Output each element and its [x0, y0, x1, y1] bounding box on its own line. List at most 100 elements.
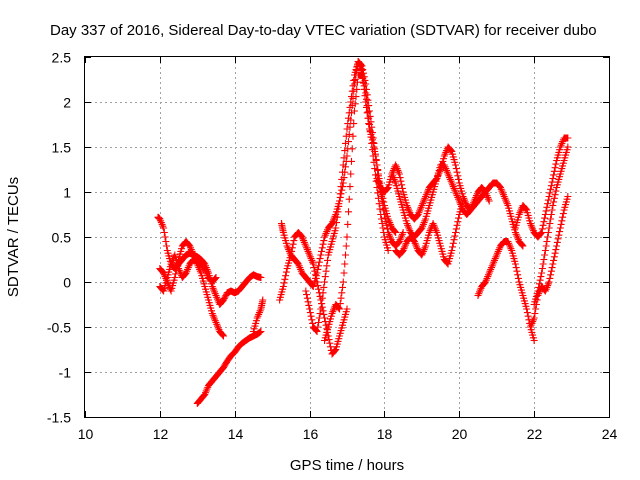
- data-point: [368, 146, 376, 154]
- axis-ticks: [85, 57, 610, 418]
- data-point: [392, 229, 400, 236]
- data-point: [564, 143, 572, 151]
- data-point: [376, 205, 384, 213]
- data-point: [360, 82, 368, 90]
- data-point: [396, 174, 404, 182]
- data-point: [453, 168, 461, 176]
- data-point: [367, 133, 375, 141]
- data-point: [550, 256, 558, 264]
- data-point: [326, 339, 334, 347]
- data-point: [331, 346, 339, 354]
- data-point: [359, 75, 367, 83]
- data-point: [550, 253, 558, 261]
- data-point: [454, 218, 462, 226]
- data-point: [365, 114, 373, 122]
- data-point: [539, 260, 547, 268]
- data-point: [555, 231, 563, 239]
- data-point: [541, 247, 549, 254]
- data-point: [339, 278, 347, 286]
- data-point: [547, 185, 555, 193]
- data-point: [370, 158, 378, 166]
- data-point: [212, 274, 220, 281]
- data-point: [160, 229, 168, 236]
- data-point: [378, 220, 386, 227]
- data-point: [518, 241, 526, 249]
- data-point: [383, 221, 391, 229]
- data-point: [343, 125, 351, 133]
- data-point: [530, 337, 538, 344]
- data-point: [308, 316, 316, 324]
- data-point: [323, 262, 331, 270]
- data-point: [348, 87, 356, 95]
- data-point: [318, 300, 326, 308]
- data-point: [541, 214, 549, 222]
- data-point: [339, 179, 347, 187]
- data-point: [162, 238, 170, 245]
- x-tick-label: 18: [377, 426, 393, 442]
- data-point: [453, 221, 461, 229]
- data-point: [538, 225, 546, 233]
- data-point: [313, 328, 321, 335]
- data-point: [549, 260, 557, 268]
- data-point: [282, 268, 290, 276]
- data-point: [337, 294, 345, 302]
- data-point: [317, 296, 325, 304]
- data-point: [315, 319, 323, 326]
- data-point: [514, 274, 522, 282]
- x-tick-label: 10: [78, 426, 94, 442]
- data-point: [371, 165, 379, 173]
- data-point: [541, 211, 549, 218]
- series-trace-g: [278, 58, 400, 290]
- data-point: [344, 220, 352, 228]
- data-point: [327, 343, 335, 351]
- data-point: [551, 164, 559, 172]
- data-point: [524, 312, 532, 320]
- data-point: [340, 269, 348, 277]
- data-point: [543, 203, 551, 211]
- data-point: [448, 247, 456, 254]
- y-tick-label: 1.5: [52, 140, 72, 156]
- data-point: [347, 157, 355, 165]
- series-trace-p: [526, 193, 572, 331]
- data-point: [522, 205, 530, 213]
- data-point: [381, 214, 389, 222]
- data-point: [362, 95, 370, 103]
- y-tick-label: -0.5: [47, 320, 71, 336]
- data-point: [544, 196, 552, 204]
- data-point: [321, 273, 329, 281]
- data-point: [374, 189, 382, 197]
- data-point: [564, 193, 572, 200]
- data-point: [315, 314, 323, 322]
- series-trace-d: [193, 328, 265, 407]
- data-point: [447, 147, 455, 155]
- data-point: [553, 238, 561, 246]
- data-point: [344, 114, 352, 122]
- data-point: [564, 134, 572, 142]
- series-trace-b: [156, 238, 227, 340]
- data-point: [545, 224, 553, 232]
- chart-title: Day 337 of 2016, Sidereal Day-to-day VTE…: [50, 22, 597, 39]
- data-point: [548, 206, 556, 214]
- data-point: [305, 301, 313, 309]
- data-point: [550, 171, 558, 179]
- series-trace-j: [373, 143, 527, 250]
- data-point: [342, 139, 350, 147]
- series-trace-e: [249, 296, 267, 335]
- data-point: [161, 233, 169, 241]
- data-point: [350, 120, 358, 128]
- data-point: [310, 264, 318, 272]
- data-point: [559, 210, 567, 218]
- data-point: [306, 309, 314, 317]
- data-point: [348, 145, 356, 153]
- x-tick-label: 20: [452, 426, 468, 442]
- data-point: [337, 183, 345, 191]
- data-point: [345, 109, 353, 117]
- data-point: [380, 198, 388, 206]
- data-point: [314, 265, 322, 273]
- data-point: [341, 147, 349, 155]
- data-point: [211, 274, 219, 282]
- data-point: [379, 224, 387, 232]
- data-point: [280, 279, 288, 287]
- x-tick-labels: 10 12 14 16 18 20 22 24: [78, 426, 618, 442]
- data-point: [363, 102, 371, 110]
